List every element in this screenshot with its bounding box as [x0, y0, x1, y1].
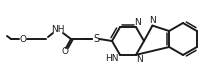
Text: NH: NH: [51, 24, 65, 34]
Text: N: N: [137, 55, 143, 64]
Text: HN: HN: [105, 54, 119, 63]
Text: O: O: [20, 35, 26, 43]
Text: N: N: [149, 16, 156, 25]
Text: S: S: [93, 34, 99, 44]
Text: O: O: [62, 47, 69, 57]
Text: N: N: [135, 18, 141, 27]
